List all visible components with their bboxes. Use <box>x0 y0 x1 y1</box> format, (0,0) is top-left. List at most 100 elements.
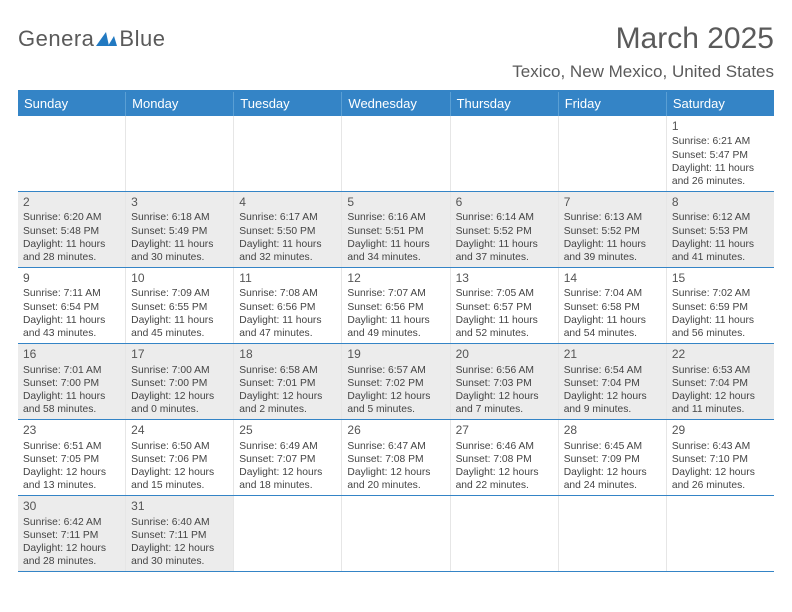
dayhead-mon: Monday <box>126 92 234 116</box>
day-number: 16 <box>23 347 120 362</box>
day-number: 1 <box>672 119 769 134</box>
cell-sunset: Sunset: 6:59 PM <box>672 301 769 314</box>
calendar-week: 16Sunrise: 7:01 AMSunset: 7:00 PMDayligh… <box>18 344 774 420</box>
cell-dl1: Daylight: 11 hours <box>347 314 444 327</box>
calendar-cell-empty <box>126 116 234 191</box>
day-number: 12 <box>347 271 444 286</box>
day-number: 19 <box>347 347 444 362</box>
cell-sunrise: Sunrise: 6:47 AM <box>347 440 444 453</box>
cell-sunset: Sunset: 7:00 PM <box>23 377 120 390</box>
cell-dl1: Daylight: 12 hours <box>347 466 444 479</box>
dayhead-fri: Friday <box>559 92 667 116</box>
cell-dl1: Daylight: 12 hours <box>456 390 553 403</box>
cell-sunset: Sunset: 7:04 PM <box>564 377 661 390</box>
cell-dl2: and 34 minutes. <box>347 251 444 264</box>
cell-sunset: Sunset: 7:03 PM <box>456 377 553 390</box>
calendar-body: 1Sunrise: 6:21 AMSunset: 5:47 PMDaylight… <box>18 116 774 572</box>
cell-sunrise: Sunrise: 6:54 AM <box>564 364 661 377</box>
calendar-cell: 18Sunrise: 6:58 AMSunset: 7:01 PMDayligh… <box>234 344 342 419</box>
cell-dl2: and 45 minutes. <box>131 327 228 340</box>
day-number: 25 <box>239 423 336 438</box>
calendar-cell-empty <box>18 116 126 191</box>
day-number: 2 <box>23 195 120 210</box>
calendar-cell: 17Sunrise: 7:00 AMSunset: 7:00 PMDayligh… <box>126 344 234 419</box>
calendar-header-row: Sunday Monday Tuesday Wednesday Thursday… <box>18 92 774 116</box>
calendar-cell: 12Sunrise: 7:07 AMSunset: 6:56 PMDayligh… <box>342 268 450 343</box>
cell-sunrise: Sunrise: 6:42 AM <box>23 516 120 529</box>
calendar-cell: 7Sunrise: 6:13 AMSunset: 5:52 PMDaylight… <box>559 192 667 267</box>
cell-sunrise: Sunrise: 6:17 AM <box>239 211 336 224</box>
day-number: 14 <box>564 271 661 286</box>
cell-dl2: and 41 minutes. <box>672 251 769 264</box>
cell-dl1: Daylight: 12 hours <box>239 466 336 479</box>
logo-sail-icon <box>96 32 117 46</box>
cell-dl2: and 26 minutes. <box>672 175 769 188</box>
day-number: 6 <box>456 195 553 210</box>
calendar-cell: 13Sunrise: 7:05 AMSunset: 6:57 PMDayligh… <box>451 268 559 343</box>
cell-sunset: Sunset: 5:48 PM <box>23 225 120 238</box>
calendar-cell: 2Sunrise: 6:20 AMSunset: 5:48 PMDaylight… <box>18 192 126 267</box>
cell-dl1: Daylight: 11 hours <box>239 314 336 327</box>
calendar-cell: 10Sunrise: 7:09 AMSunset: 6:55 PMDayligh… <box>126 268 234 343</box>
cell-dl2: and 32 minutes. <box>239 251 336 264</box>
cell-dl2: and 20 minutes. <box>347 479 444 492</box>
cell-sunset: Sunset: 7:06 PM <box>131 453 228 466</box>
calendar: Sunday Monday Tuesday Wednesday Thursday… <box>18 90 774 572</box>
day-number: 21 <box>564 347 661 362</box>
cell-dl1: Daylight: 11 hours <box>564 238 661 251</box>
calendar-cell: 19Sunrise: 6:57 AMSunset: 7:02 PMDayligh… <box>342 344 450 419</box>
day-number: 20 <box>456 347 553 362</box>
logo-text-b: Blue <box>119 26 165 52</box>
cell-sunrise: Sunrise: 6:20 AM <box>23 211 120 224</box>
calendar-cell: 25Sunrise: 6:49 AMSunset: 7:07 PMDayligh… <box>234 420 342 495</box>
calendar-cell: 8Sunrise: 6:12 AMSunset: 5:53 PMDaylight… <box>667 192 774 267</box>
cell-sunset: Sunset: 7:08 PM <box>347 453 444 466</box>
cell-sunrise: Sunrise: 6:13 AM <box>564 211 661 224</box>
calendar-cell-empty <box>559 496 667 571</box>
calendar-cell: 23Sunrise: 6:51 AMSunset: 7:05 PMDayligh… <box>18 420 126 495</box>
cell-sunrise: Sunrise: 7:02 AM <box>672 287 769 300</box>
calendar-cell-empty <box>234 116 342 191</box>
cell-dl1: Daylight: 11 hours <box>672 162 769 175</box>
cell-dl2: and 30 minutes. <box>131 251 228 264</box>
cell-sunrise: Sunrise: 6:56 AM <box>456 364 553 377</box>
cell-dl2: and 47 minutes. <box>239 327 336 340</box>
cell-dl2: and 52 minutes. <box>456 327 553 340</box>
day-number: 22 <box>672 347 769 362</box>
cell-dl2: and 9 minutes. <box>564 403 661 416</box>
calendar-cell: 26Sunrise: 6:47 AMSunset: 7:08 PMDayligh… <box>342 420 450 495</box>
day-number: 30 <box>23 499 120 514</box>
day-number: 15 <box>672 271 769 286</box>
cell-dl2: and 28 minutes. <box>23 555 120 568</box>
logo-text-a: Genera <box>18 26 94 52</box>
cell-sunrise: Sunrise: 6:50 AM <box>131 440 228 453</box>
day-number: 29 <box>672 423 769 438</box>
cell-sunrise: Sunrise: 7:00 AM <box>131 364 228 377</box>
cell-sunset: Sunset: 5:47 PM <box>672 149 769 162</box>
cell-dl2: and 26 minutes. <box>672 479 769 492</box>
cell-sunrise: Sunrise: 6:58 AM <box>239 364 336 377</box>
calendar-cell: 1Sunrise: 6:21 AMSunset: 5:47 PMDaylight… <box>667 116 774 191</box>
day-number: 11 <box>239 271 336 286</box>
cell-sunset: Sunset: 6:54 PM <box>23 301 120 314</box>
cell-dl2: and 30 minutes. <box>131 555 228 568</box>
cell-sunset: Sunset: 7:09 PM <box>564 453 661 466</box>
cell-dl2: and 0 minutes. <box>131 403 228 416</box>
cell-dl2: and 56 minutes. <box>672 327 769 340</box>
calendar-cell: 31Sunrise: 6:40 AMSunset: 7:11 PMDayligh… <box>126 496 234 571</box>
day-number: 27 <box>456 423 553 438</box>
calendar-cell: 15Sunrise: 7:02 AMSunset: 6:59 PMDayligh… <box>667 268 774 343</box>
cell-dl1: Daylight: 12 hours <box>564 390 661 403</box>
cell-dl2: and 18 minutes. <box>239 479 336 492</box>
day-number: 9 <box>23 271 120 286</box>
cell-dl2: and 22 minutes. <box>456 479 553 492</box>
cell-sunrise: Sunrise: 7:09 AM <box>131 287 228 300</box>
cell-dl1: Daylight: 11 hours <box>23 238 120 251</box>
calendar-cell-empty <box>342 116 450 191</box>
cell-sunrise: Sunrise: 6:12 AM <box>672 211 769 224</box>
day-number: 13 <box>456 271 553 286</box>
cell-dl1: Daylight: 12 hours <box>347 390 444 403</box>
cell-sunrise: Sunrise: 6:53 AM <box>672 364 769 377</box>
day-number: 8 <box>672 195 769 210</box>
day-number: 4 <box>239 195 336 210</box>
